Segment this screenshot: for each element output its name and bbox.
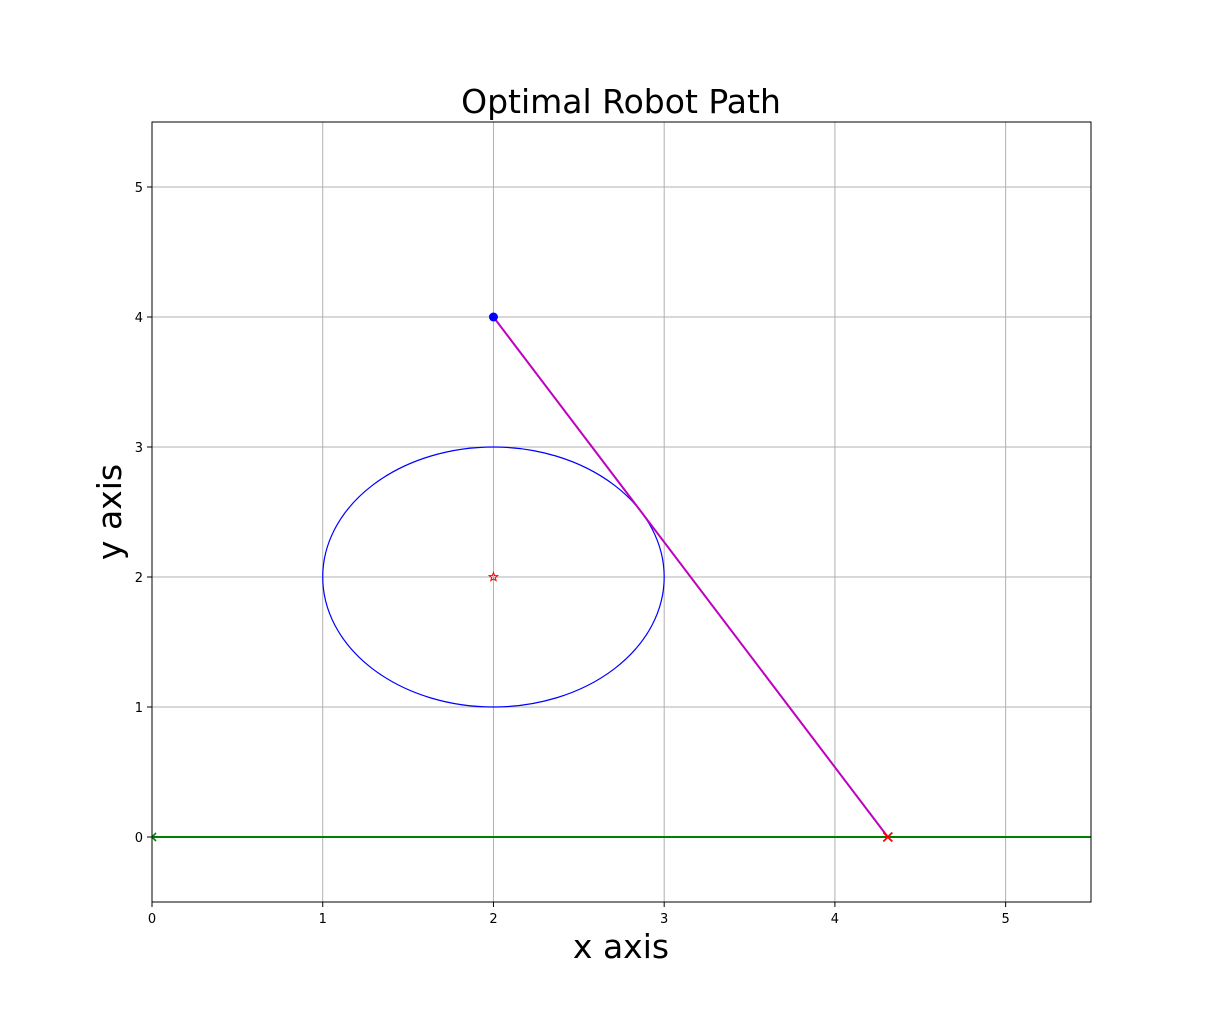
- x-tick-label: 5: [1001, 912, 1009, 927]
- obstacle-circle: [322, 446, 665, 708]
- chart-title: Optimal Robot Path: [461, 82, 781, 121]
- y-axis-label: y axis: [90, 464, 129, 560]
- x-tick-label: 4: [831, 912, 839, 927]
- x-tick-label: 2: [489, 912, 497, 927]
- x-tick-label: 0: [148, 912, 156, 927]
- y-tick-label: 1: [135, 701, 143, 716]
- ticks: 0 1 2 3 4 5 0 1 2 3 4 5: [135, 181, 1010, 927]
- robot-path-line: [492, 316, 889, 838]
- goal-line-marker: [152, 832, 157, 842]
- x-axis-label: x axis: [573, 927, 669, 966]
- grid: [151, 122, 1091, 902]
- plot-frame: [151, 121, 1092, 903]
- y-tick-label: 3: [135, 441, 143, 456]
- x-tick-label: 1: [319, 912, 327, 927]
- y-tick-label: 0: [135, 831, 143, 846]
- goal-point-marker: [882, 831, 893, 843]
- x-tick-label: 3: [660, 912, 668, 927]
- start-point-marker: [488, 312, 498, 322]
- y-tick-label: 4: [135, 311, 143, 326]
- y-tick-label: 5: [135, 181, 143, 196]
- plot-area: [152, 122, 1091, 902]
- chart-marks: [152, 312, 1091, 843]
- obstacle-center-marker: [487, 571, 500, 582]
- y-tick-label: 2: [135, 571, 143, 586]
